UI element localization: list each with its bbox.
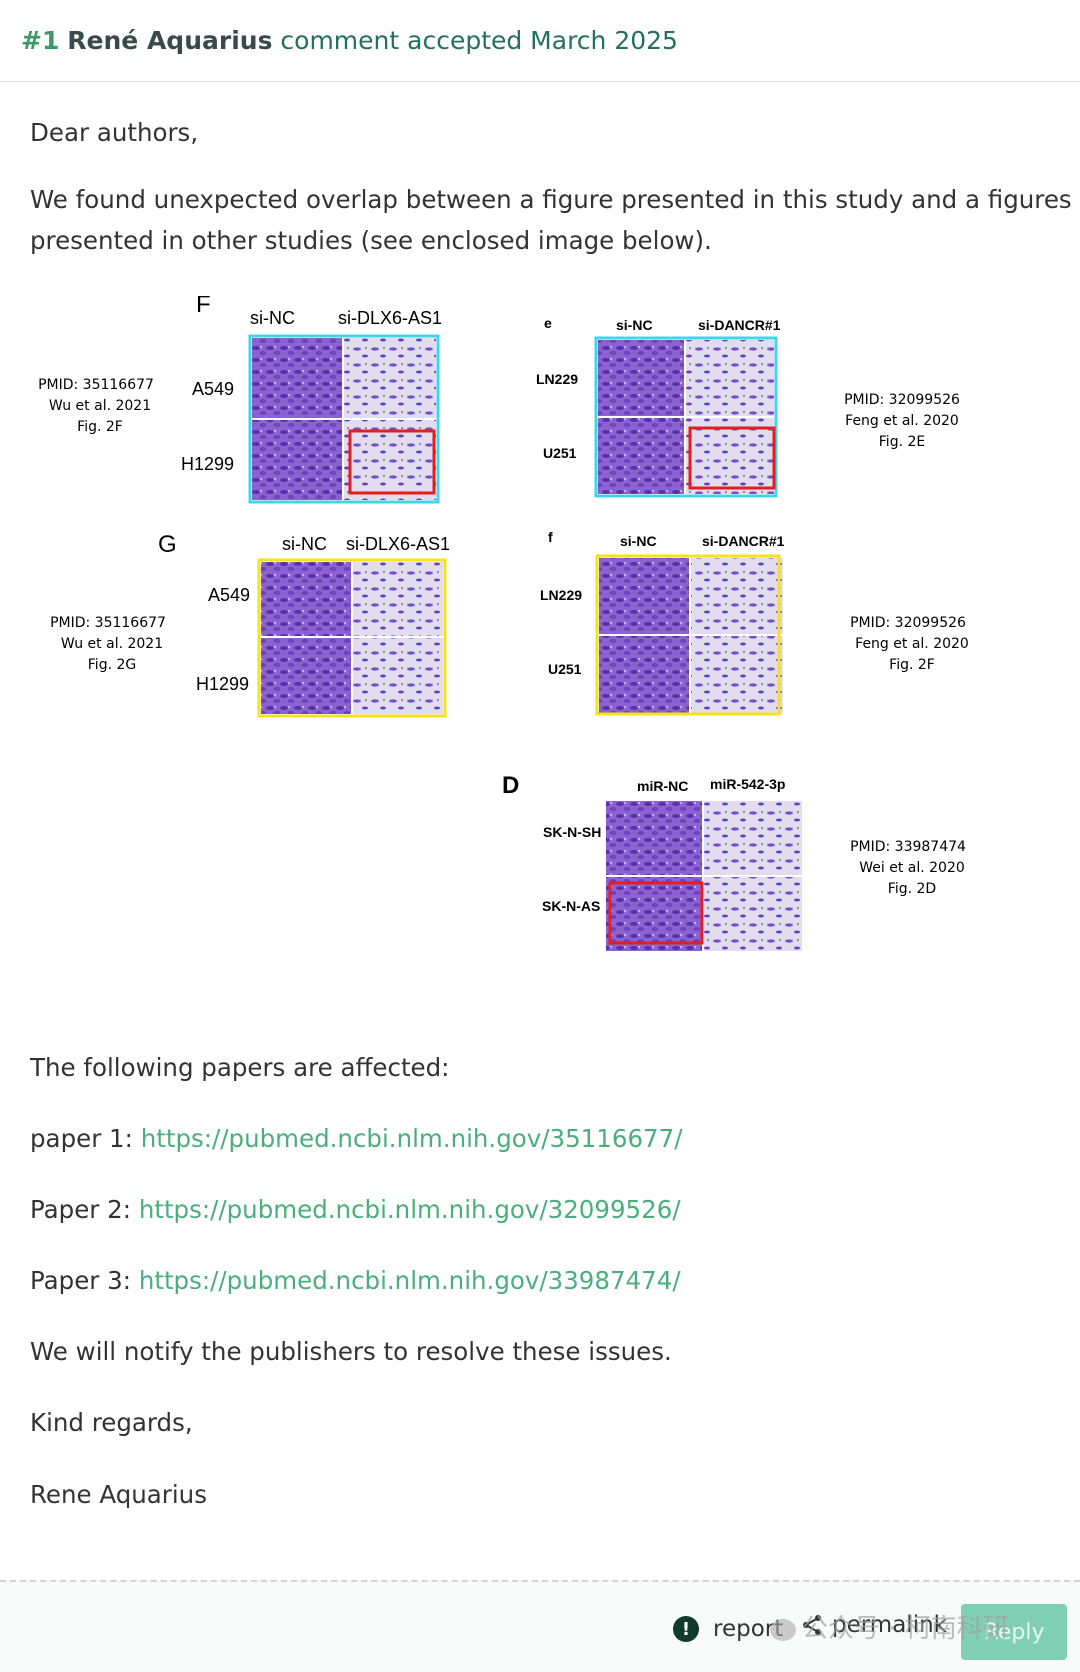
panel-G-pmid: PMID: 35116677	[50, 615, 166, 631]
comment-number[interactable]: #1	[21, 26, 60, 55]
panel-D-red-box	[608, 881, 704, 945]
report-label[interactable]: report	[713, 1616, 784, 1642]
paper-row-2: Paper 2: https://pubmed.ncbi.nlm.nih.gov…	[30, 1189, 681, 1231]
panel-D-letter: D	[502, 772, 519, 799]
regards-text: Kind regards,	[30, 1408, 193, 1437]
panel-e-fig: Fig. 2E	[879, 434, 925, 450]
panel-f-fig: Fig. 2F	[889, 657, 935, 673]
panel-G-fig: Fig. 2G	[88, 657, 136, 673]
share-icon	[803, 1615, 821, 1635]
reply-button[interactable]: Reply	[961, 1604, 1067, 1660]
panel-f-yellow-box	[595, 554, 781, 716]
comment-footer: ! report permalink Reply 公众号 · 柯南科研	[0, 1580, 1080, 1672]
paper-link-2[interactable]: https://pubmed.ncbi.nlm.nih.gov/32099526…	[138, 1195, 681, 1224]
panel-D-pmid: PMID: 33987474	[850, 839, 966, 855]
panel-G-yellow-box	[257, 558, 447, 718]
paper-row-1: paper 1: https://pubmed.ncbi.nlm.nih.gov…	[30, 1118, 682, 1160]
panel-G-col2: si-DLX6-AS1	[346, 534, 450, 554]
intro-line-2: presented in other studies (see enclosed…	[30, 226, 712, 255]
panel-F-ref: Wu et al. 2021	[49, 398, 151, 414]
panel-G-row1: A549	[208, 585, 250, 605]
panel-D-row1: SK-N-SH	[543, 824, 601, 840]
notify-text: We will notify the publishers to resolve…	[30, 1337, 672, 1366]
comment-header-line: #1 René Aquarius comment accepted March …	[21, 26, 678, 55]
panel-e-cyan-box	[594, 336, 778, 498]
comment-header: #1 René Aquarius comment accepted March …	[0, 0, 1080, 82]
panel-F-cyan-box	[248, 334, 440, 504]
permalink-link[interactable]: permalink	[800, 1612, 947, 1638]
panel-e: e si-NC si-DANCR#1 LN229 U251 PMID: 3209…	[536, 315, 960, 498]
panel-e-row1: LN229	[536, 371, 578, 387]
panel-e-row2: U251	[543, 445, 577, 461]
panel-f-row2: U251	[548, 661, 582, 677]
report-link[interactable]: ! report	[673, 1616, 783, 1642]
panel-e-red-box	[688, 426, 776, 490]
panel-f-ref: Feng et al. 2020	[855, 636, 969, 652]
panel-G: G si-NC si-DLX6-AS1 A549 H1299 PMID: 351…	[50, 531, 450, 718]
panel-f-letter: f	[548, 529, 553, 545]
panel-e-col1: si-NC	[616, 317, 653, 333]
panel-F-letter: F	[196, 296, 211, 318]
figure-svg: F si-NC si-DLX6-AS1 A549 H1299 PMID: 351…	[38, 291, 969, 951]
panel-D: D miR-NC miR-542-3p SK-N-SH SK-N-AS PMID…	[502, 772, 966, 951]
comparison-figure: F si-NC si-DLX6-AS1 A549 H1299 PMID: 351…	[28, 291, 1048, 1016]
panel-F-fig: Fig. 2F	[77, 419, 123, 435]
panel-D-col1: miR-NC	[637, 778, 688, 794]
panel-e-pmid: PMID: 32099526	[844, 392, 960, 408]
paper-row-3: Paper 3: https://pubmed.ncbi.nlm.nih.gov…	[30, 1260, 681, 1302]
comment-author[interactable]: René Aquarius	[67, 26, 273, 55]
panel-G-row2: H1299	[196, 674, 249, 694]
panel-F-red-box	[348, 429, 436, 495]
greeting: Dear authors,	[30, 118, 199, 147]
panel-D-col2: miR-542-3p	[710, 776, 785, 792]
panel-F: F si-NC si-DLX6-AS1 A549 H1299 PMID: 351…	[38, 291, 442, 504]
panel-e-ref: Feng et al. 2020	[845, 413, 959, 429]
paper-label-3: Paper 3:	[30, 1266, 132, 1295]
intro-line-1: We found unexpected overlap between a fi…	[30, 185, 1072, 214]
paper-link-3[interactable]: https://pubmed.ncbi.nlm.nih.gov/33987474…	[138, 1266, 681, 1295]
panel-G-ref: Wu et al. 2021	[61, 636, 163, 652]
paper-label-2: Paper 2:	[30, 1195, 132, 1224]
panel-D-row2: SK-N-AS	[542, 898, 600, 914]
paper-label-1: paper 1:	[30, 1124, 133, 1153]
panel-f-row1: LN229	[540, 587, 582, 603]
panel-D-ref: Wei et al. 2020	[859, 860, 965, 876]
panel-F-col1: si-NC	[250, 308, 295, 328]
panel-e-letter: e	[544, 315, 552, 331]
panel-G-letter: G	[158, 531, 177, 558]
paper-link-1[interactable]: https://pubmed.ncbi.nlm.nih.gov/35116677…	[140, 1124, 683, 1153]
panel-F-row1: A549	[192, 379, 234, 399]
panel-e-col2: si-DANCR#1	[698, 317, 781, 333]
exclamation-circle-icon: !	[673, 1616, 699, 1642]
panel-f-pmid: PMID: 32099526	[850, 615, 966, 631]
panel-f: f si-NC si-DANCR#1 LN229 U251 PMID: 3209…	[540, 529, 969, 716]
panel-f-col2: si-DANCR#1	[702, 533, 785, 549]
panel-f-col1: si-NC	[620, 533, 657, 549]
affected-text: The following papers are affected:	[30, 1053, 450, 1082]
panel-G-col1: si-NC	[282, 534, 327, 554]
comment-status: comment accepted March 2025	[280, 26, 678, 55]
panel-F-col2: si-DLX6-AS1	[338, 308, 442, 328]
permalink-label[interactable]: permalink	[832, 1612, 947, 1638]
panel-F-row2: H1299	[181, 454, 234, 474]
signature-text: Rene Aquarius	[30, 1480, 207, 1509]
panel-D-fig: Fig. 2D	[888, 881, 936, 897]
panel-F-pmid: PMID: 35116677	[38, 377, 154, 393]
